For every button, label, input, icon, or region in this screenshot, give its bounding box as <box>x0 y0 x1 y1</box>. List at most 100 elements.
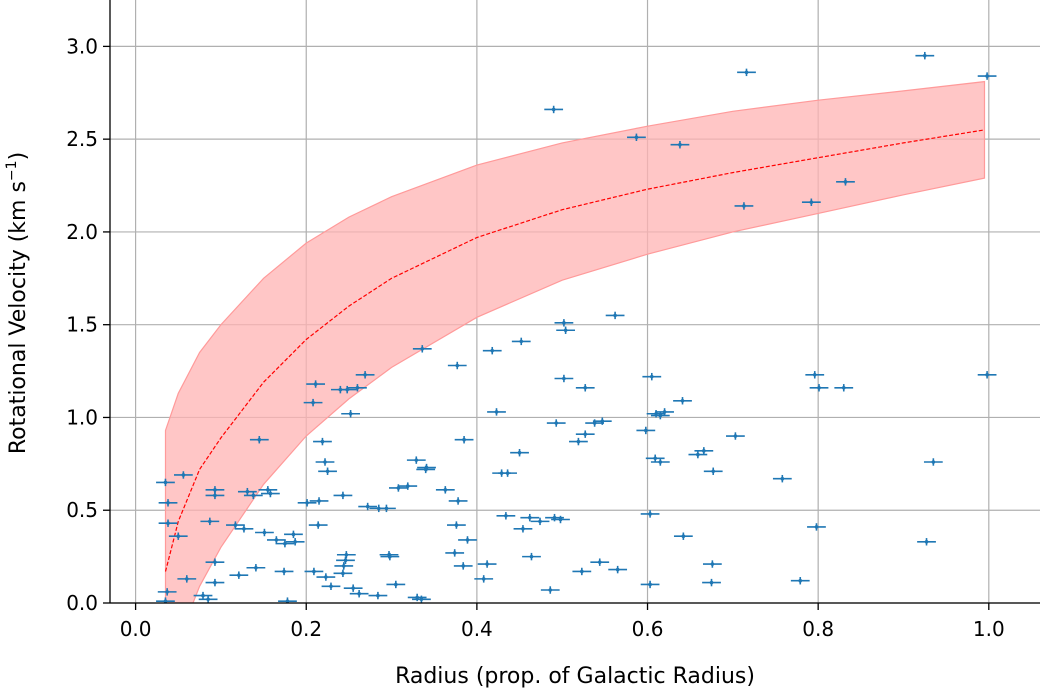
x-tick-label-0: 0.0 <box>120 617 152 641</box>
point-marker-113 <box>580 569 584 574</box>
point-marker-49 <box>658 460 663 464</box>
point-marker-52 <box>711 469 716 474</box>
point-marker-42 <box>576 439 581 444</box>
tick-labels: 0.0 0.2 0.4 0.6 0.8 1.0 0.0 0.5 1.0 1.5 2.0 2.5 3.0 <box>66 34 1005 641</box>
data-point-7 <box>801 198 821 206</box>
point-marker-21 <box>985 372 989 377</box>
data-point-73 <box>258 486 278 494</box>
point-marker-66 <box>443 488 448 492</box>
data-point-121 <box>333 569 353 578</box>
point-marker-75 <box>317 499 321 503</box>
point-marker-72 <box>341 493 345 498</box>
point-marker-121 <box>341 571 345 576</box>
data-point-103 <box>380 552 400 561</box>
point-marker-123 <box>394 582 398 587</box>
point-marker-98 <box>681 534 686 539</box>
data-point-104 <box>336 551 356 559</box>
data-point-83 <box>530 517 550 526</box>
data-point-119 <box>246 564 266 572</box>
data-point-14 <box>482 346 502 355</box>
point-marker-61 <box>163 480 168 485</box>
y-tick-label-3: 1.5 <box>66 313 98 337</box>
point-marker-10 <box>562 321 566 325</box>
point-marker-139 <box>206 597 210 602</box>
data-point-124 <box>205 578 225 587</box>
data-point-61 <box>156 478 175 487</box>
data-point-140 <box>278 597 297 603</box>
point-marker-120 <box>282 569 286 574</box>
data-point-22 <box>306 380 326 388</box>
data-point-99 <box>917 538 936 546</box>
data-point-47 <box>510 449 529 457</box>
y-tick-label-4: 2.0 <box>66 220 98 244</box>
data-point-91 <box>308 521 328 529</box>
data-point-113 <box>572 567 592 576</box>
point-marker-87 <box>166 521 170 526</box>
data-point-55 <box>406 456 426 464</box>
point-marker-31 <box>348 411 353 416</box>
grid-lines <box>110 0 1040 604</box>
data-point-9 <box>605 311 625 320</box>
point-marker-7 <box>809 200 814 205</box>
data-point-42 <box>569 437 588 446</box>
data-point-69 <box>297 499 317 507</box>
point-marker-16 <box>363 372 367 377</box>
data-point-52 <box>703 467 723 475</box>
data-point-17 <box>554 374 574 383</box>
data-point-43 <box>636 426 656 435</box>
data-point-28 <box>809 384 829 392</box>
point-marker-80 <box>504 513 508 518</box>
data-point-106 <box>445 549 465 557</box>
point-marker-84 <box>454 523 459 527</box>
data-point-31 <box>341 410 360 418</box>
point-marker-92 <box>242 526 246 531</box>
point-marker-6 <box>843 180 848 184</box>
point-marker-83 <box>538 519 542 524</box>
data-point-54 <box>318 467 337 475</box>
data-point-57 <box>416 465 436 474</box>
data-point-93 <box>255 528 274 537</box>
data-point-81 <box>520 513 540 522</box>
data-point-96 <box>275 539 295 548</box>
data-point-41 <box>313 437 332 446</box>
data-point-11 <box>556 326 575 334</box>
data-point-80 <box>496 512 516 520</box>
point-marker-58 <box>181 473 186 477</box>
point-marker-112 <box>597 560 602 564</box>
point-marker-132 <box>357 591 361 596</box>
data-point-29 <box>834 384 854 392</box>
point-marker-15 <box>455 363 460 368</box>
point-marker-29 <box>841 385 846 390</box>
point-marker-55 <box>414 458 419 462</box>
data-point-24 <box>348 384 367 392</box>
data-point-74 <box>261 489 280 498</box>
data-point-45 <box>688 450 708 459</box>
point-marker-69 <box>305 501 309 505</box>
data-point-132 <box>349 590 369 598</box>
point-marker-86 <box>814 525 819 529</box>
point-marker-99 <box>924 539 929 544</box>
confidence-band-group <box>164 80 986 603</box>
data-point-79 <box>377 504 396 513</box>
data-point-128 <box>790 577 810 585</box>
data-point-136 <box>156 597 175 603</box>
point-marker-138 <box>201 593 205 598</box>
data-point-18 <box>575 384 595 392</box>
data-point-97 <box>285 538 305 546</box>
point-marker-57 <box>423 467 428 472</box>
point-marker-82 <box>208 519 212 524</box>
data-point-64 <box>389 484 408 492</box>
data-point-33 <box>655 408 674 416</box>
point-marker-39 <box>554 421 559 425</box>
data-point-139 <box>198 595 218 603</box>
point-marker-95 <box>176 534 181 539</box>
y-axis-label-main: Rotational Velocity (km s <box>6 181 31 454</box>
data-point-98 <box>673 532 693 540</box>
x-tick-label-3: 0.6 <box>632 617 664 641</box>
data-point-87 <box>158 519 178 527</box>
point-marker-106 <box>452 551 457 555</box>
point-marker-20 <box>812 372 817 377</box>
data-point-15 <box>447 361 467 370</box>
y-axis-label-close: ) <box>6 152 31 161</box>
